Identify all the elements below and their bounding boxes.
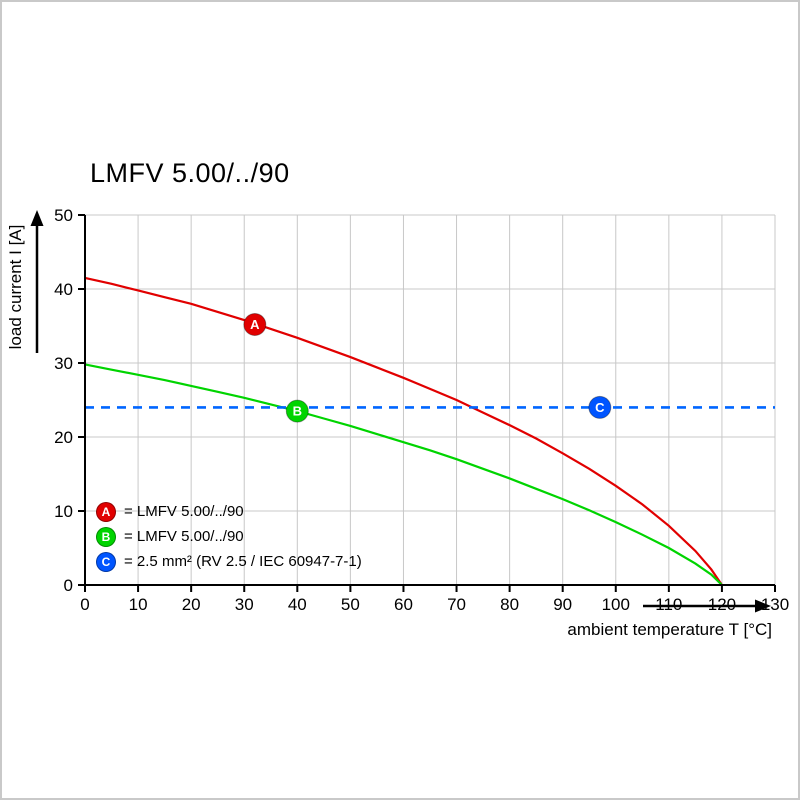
y-tick-label: 40 — [54, 280, 73, 299]
marker-circle — [588, 395, 612, 419]
x-tick-label: 30 — [235, 595, 254, 614]
x-tick-label: 120 — [708, 595, 736, 614]
y-tick-label: 0 — [64, 576, 73, 595]
legend-badge-c: C — [96, 551, 116, 572]
curve-b — [84, 363, 723, 586]
curve-a — [84, 276, 723, 586]
marker-letter: C — [595, 400, 605, 415]
x-tick-label: 60 — [394, 595, 413, 614]
curve-marker-c: C — [588, 395, 612, 419]
x-tick-label: 50 — [341, 595, 360, 614]
legend-label: = 2.5 mm² (RV 2.5 / IEC 60947-7-1) — [124, 553, 362, 570]
legend-item-b: B = LMFV 5.00/../90 — [96, 526, 362, 547]
marker-letter: A — [250, 317, 260, 332]
x-tick-label: 110 — [655, 595, 682, 614]
marker-circle — [243, 313, 267, 337]
x-tick-label: 80 — [500, 595, 519, 614]
marker-letter: B — [293, 404, 302, 419]
marker-circle — [285, 399, 309, 423]
legend-item-a: A = LMFV 5.00/../90 — [96, 501, 362, 522]
chart-title: LMFV 5.00/../90 — [90, 158, 290, 188]
x-tick-label: 100 — [602, 595, 630, 614]
legend-item-c: C = 2.5 mm² (RV 2.5 / IEC 60947-7-1) — [96, 551, 362, 572]
x-tick-label: 10 — [129, 595, 148, 614]
legend-badge-a: A — [96, 501, 116, 522]
y-tick-label: 10 — [54, 502, 73, 521]
y-tick-label: 20 — [54, 428, 73, 447]
x-tick-label: 0 — [80, 595, 89, 614]
x-tick-label: 70 — [447, 595, 466, 614]
x-tick-label: 90 — [553, 595, 572, 614]
y-tick-label: 30 — [54, 354, 73, 373]
curve-marker-a: A — [243, 313, 267, 337]
legend-label: = LMFV 5.00/../90 — [124, 503, 244, 520]
x-axis-arrow-icon — [755, 599, 771, 613]
x-tick-label: 40 — [288, 595, 307, 614]
curve-marker-b: B — [285, 399, 309, 423]
chart-legend: A = LMFV 5.00/../90 B = LMFV 5.00/../90 C = 2… — [96, 501, 362, 576]
x-tick-label: 20 — [182, 595, 201, 614]
x-axis-label: ambient temperature T [°C] — [567, 620, 772, 639]
y-axis-label: load current I [A] — [6, 224, 25, 350]
x-tick-label: 130 — [761, 595, 789, 614]
y-tick-label: 50 — [54, 206, 73, 225]
y-axis-arrow-icon — [30, 210, 44, 226]
legend-label: = LMFV 5.00/../90 — [124, 528, 244, 545]
legend-badge-b: B — [96, 526, 116, 547]
